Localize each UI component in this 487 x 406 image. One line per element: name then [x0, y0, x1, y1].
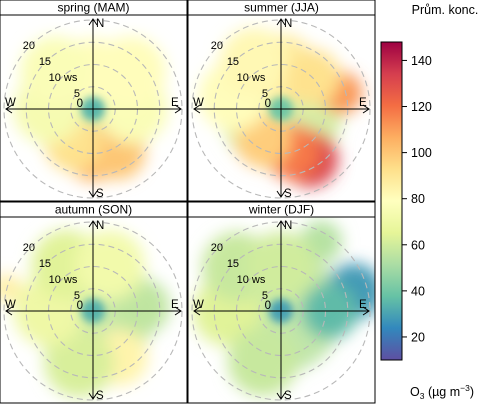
ring-label: 10 ws	[49, 274, 78, 286]
axis-label-east: E	[171, 299, 179, 311]
axes: N S W E 0	[5, 220, 182, 402]
axis-label-center: 0	[77, 300, 83, 312]
axis-label-west: W	[193, 299, 204, 311]
colorbar-ticks: 20 40 60 80 100 120 140	[402, 54, 432, 344]
ring-label: 20	[211, 242, 223, 254]
arrow-head	[88, 190, 98, 198]
colorbar-tick-label: 20	[411, 330, 425, 344]
axis-label-south: S	[284, 390, 292, 402]
colorbar-unit-sup: −3	[460, 383, 470, 393]
axis-label-west: W	[5, 299, 16, 311]
heat-blob	[95, 36, 166, 107]
panel-title: autumn (SON)	[55, 203, 132, 217]
ring-20	[3, 221, 183, 401]
ring-label: 15	[39, 258, 51, 270]
arrow-head	[88, 392, 98, 400]
panels: spring (MAM) 5 10 ws 15 20 N S W E 0 summer (JJA) 5…	[0, 0, 376, 404]
panel-title: summer (JJA)	[244, 1, 319, 15]
arrow-head	[88, 18, 98, 26]
ring-label: 5	[262, 88, 268, 100]
axis-label-north: N	[96, 220, 104, 232]
panel-frame	[0, 216, 188, 404]
ring-label: 20	[211, 40, 223, 52]
arrow-head	[193, 306, 201, 316]
axis-label-south: S	[284, 188, 292, 200]
axis-label-south: S	[96, 188, 104, 200]
arrow-head	[174, 104, 182, 114]
ring-label: 5	[74, 290, 80, 302]
ring-20	[191, 19, 371, 199]
heat-blob	[227, 326, 298, 397]
panel-autumn: autumn (SON) 5 10 ws 15 20 N S W E 0	[0, 201, 188, 404]
heat-blob	[74, 230, 145, 301]
colorbar-tick-label: 120	[411, 100, 432, 114]
panel-frame	[187, 14, 376, 202]
ring-label: 15	[39, 56, 51, 68]
colorbar-tick-label: 40	[411, 284, 425, 298]
arrow-head	[276, 190, 286, 198]
ring-20	[191, 221, 371, 401]
colorbar-unit-tail: (µg m	[424, 385, 460, 399]
heat-blob	[44, 327, 115, 398]
axis-label-center: 0	[265, 98, 271, 110]
panel-frame	[187, 216, 376, 404]
colorbar: Prům. konc. 20 40 60 80 100 120 140 O3 (µg m−3…	[380, 3, 479, 401]
colorbar-unit-close: )	[470, 385, 474, 399]
arrow-head	[276, 392, 286, 400]
panel-spring: spring (MAM) 5 10 ws 15 20 N S W E 0	[0, 0, 188, 202]
panel-winter: winter (DJF) 5 10 ws 15 20 N S W E 0	[187, 201, 376, 404]
ring-label: 20	[23, 40, 35, 52]
arrow-head	[5, 104, 13, 114]
colorbar-tick-label: 60	[411, 238, 425, 252]
axis-label-east: E	[171, 97, 179, 109]
axis-label-center: 0	[77, 98, 83, 110]
ring-label: 20	[23, 242, 35, 254]
axis-label-north: N	[284, 18, 292, 30]
arrow-head	[276, 18, 286, 26]
arrow-head	[362, 306, 370, 316]
axis-label-west: W	[193, 97, 204, 109]
colorbar-gradient	[380, 41, 403, 361]
axis-label-north: N	[96, 18, 104, 30]
arrow-head	[5, 306, 13, 316]
colorbar-tick-label: 140	[411, 54, 432, 68]
colorbar-tick-label: 80	[411, 192, 425, 206]
ring-label: 10 ws	[237, 274, 266, 286]
panel-summer: summer (JJA) 5 10 ws 15 20 N S W E 0	[187, 0, 376, 202]
axis-label-north: N	[284, 220, 292, 232]
axis-label-east: E	[359, 299, 367, 311]
panel-frame	[0, 14, 188, 202]
colorbar-title: Prům. konc.	[412, 3, 479, 17]
panel-title: winter (DJF)	[248, 203, 314, 217]
ring-label: 15	[227, 56, 239, 68]
arrow-head	[174, 306, 182, 316]
ring-label: 10 ws	[237, 72, 266, 84]
axis-label-west: W	[5, 97, 16, 109]
heat-blob	[219, 27, 290, 98]
arrow-head	[88, 220, 98, 228]
axis-label-south: S	[96, 390, 104, 402]
arrow-head	[362, 104, 370, 114]
axes: N S W E 0	[5, 18, 182, 200]
axes: N S W E 0	[193, 220, 370, 402]
arrow-head	[193, 104, 201, 114]
ring-label: 5	[74, 88, 80, 100]
ring-label: 10 ws	[49, 72, 78, 84]
colorbar-tick-label: 100	[411, 146, 432, 160]
axes: N S W E 0	[193, 18, 370, 200]
heat-blob	[20, 36, 91, 107]
ring-label: 15	[227, 258, 239, 270]
arrow-head	[276, 220, 286, 228]
colorbar-unit: O3 (µg m−3)	[410, 383, 474, 401]
axis-label-center: 0	[265, 300, 271, 312]
ring-label: 5	[262, 290, 268, 302]
panel-title: spring (MAM)	[57, 1, 129, 15]
colorbar-unit-main: O	[410, 385, 420, 399]
colorbar-unit-sub: 3	[420, 391, 425, 401]
axis-label-east: E	[359, 97, 367, 109]
ring-20	[3, 19, 183, 199]
